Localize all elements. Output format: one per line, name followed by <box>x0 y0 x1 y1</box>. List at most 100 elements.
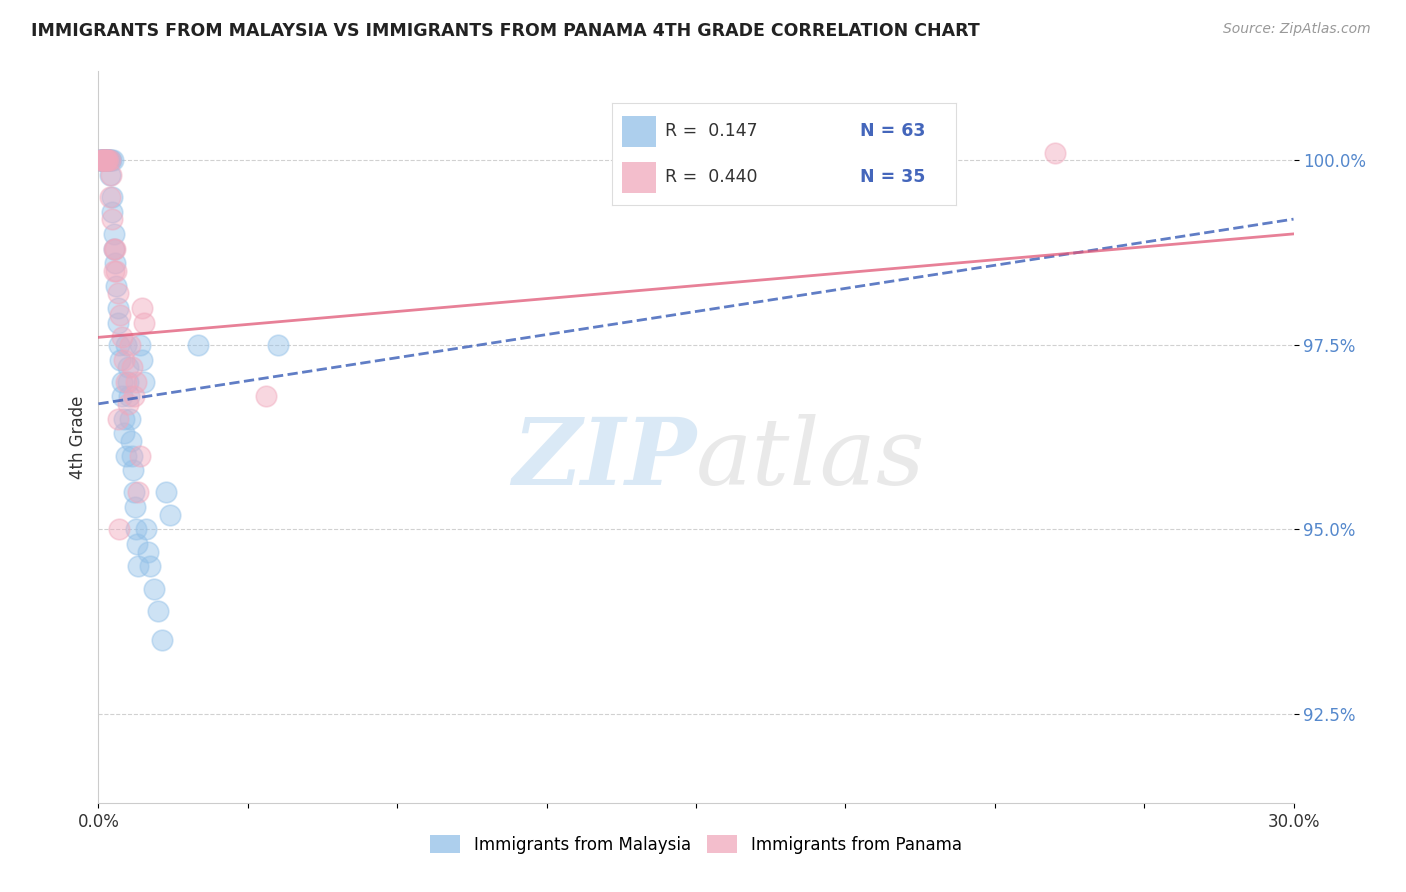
Point <box>117 359 139 374</box>
Point <box>124 389 146 403</box>
Point <box>91 153 114 167</box>
Point <box>127 485 149 500</box>
Point <box>97 153 120 167</box>
Point <box>91 153 114 167</box>
Text: N = 63: N = 63 <box>859 122 925 140</box>
Point <box>107 285 129 300</box>
Point <box>148 604 170 618</box>
Point <box>125 523 148 537</box>
Text: IMMIGRANTS FROM MALAYSIA VS IMMIGRANTS FROM PANAMA 4TH GRADE CORRELATION CHART: IMMIGRANTS FROM MALAYSIA VS IMMIGRANTS F… <box>31 22 980 40</box>
Point <box>91 153 114 167</box>
Point <box>131 352 153 367</box>
Point <box>124 500 146 515</box>
Point <box>117 375 139 389</box>
Text: atlas: atlas <box>696 414 925 504</box>
Point <box>98 168 122 182</box>
Point <box>125 375 148 389</box>
Point <box>111 389 134 403</box>
Text: ZIP: ZIP <box>512 414 696 504</box>
Point <box>131 301 153 315</box>
Point <box>101 153 124 167</box>
Point <box>155 485 177 500</box>
Point <box>127 559 149 574</box>
Bar <box>621 116 657 146</box>
Point <box>135 523 157 537</box>
Bar <box>621 162 657 193</box>
Point <box>110 352 132 367</box>
Point <box>110 308 132 322</box>
Point <box>93 153 115 167</box>
Point <box>93 153 115 167</box>
Point <box>98 190 122 204</box>
Point <box>114 449 136 463</box>
Point <box>1043 145 1066 160</box>
Point <box>127 537 149 551</box>
Point <box>103 227 125 241</box>
Point <box>94 153 117 167</box>
Point <box>122 463 145 477</box>
Point <box>98 153 121 167</box>
Point <box>115 337 138 351</box>
Point <box>94 153 117 167</box>
Point <box>121 359 143 374</box>
Point <box>187 337 209 351</box>
Point <box>112 352 135 367</box>
Text: R =  0.147: R = 0.147 <box>665 122 758 140</box>
Point <box>101 204 124 219</box>
Point <box>112 411 135 425</box>
Point <box>118 389 141 403</box>
Point <box>107 316 129 330</box>
Point <box>104 242 127 256</box>
Point <box>139 559 162 574</box>
Point <box>150 633 173 648</box>
Point <box>143 582 166 596</box>
Point <box>112 426 135 441</box>
Point <box>89 153 111 167</box>
Point <box>94 153 117 167</box>
Point <box>254 389 277 403</box>
Text: N = 35: N = 35 <box>859 169 925 186</box>
Point <box>136 544 159 558</box>
Point <box>100 153 122 167</box>
Point <box>91 153 114 167</box>
Point <box>108 337 131 351</box>
Point <box>101 212 124 227</box>
Point <box>97 153 120 167</box>
Point <box>105 278 128 293</box>
Point <box>134 316 156 330</box>
Point <box>96 153 118 167</box>
Point <box>267 337 290 351</box>
Point <box>103 242 125 256</box>
Point <box>104 256 127 270</box>
Point <box>96 153 118 167</box>
Point <box>91 153 114 167</box>
Point <box>124 485 146 500</box>
Point <box>90 153 112 167</box>
Point <box>96 153 118 167</box>
Point <box>117 397 139 411</box>
Point <box>96 153 118 167</box>
Point <box>108 523 131 537</box>
Point <box>129 337 152 351</box>
Text: Source: ZipAtlas.com: Source: ZipAtlas.com <box>1223 22 1371 37</box>
Y-axis label: 4th Grade: 4th Grade <box>69 395 87 479</box>
Point <box>121 434 143 448</box>
Point <box>90 153 112 167</box>
Point <box>159 508 181 522</box>
Point <box>121 449 143 463</box>
Point <box>97 153 120 167</box>
Point <box>94 153 117 167</box>
Point <box>120 337 142 351</box>
Point <box>98 153 121 167</box>
Point <box>134 375 156 389</box>
Point <box>120 411 142 425</box>
Point <box>100 168 122 182</box>
Point <box>96 153 118 167</box>
Text: R =  0.440: R = 0.440 <box>665 169 758 186</box>
Point <box>98 153 121 167</box>
Point <box>103 264 125 278</box>
Legend: Immigrants from Malaysia, Immigrants from Panama: Immigrants from Malaysia, Immigrants fro… <box>423 829 969 860</box>
Point <box>93 153 115 167</box>
Point <box>103 242 125 256</box>
Point <box>90 153 112 167</box>
